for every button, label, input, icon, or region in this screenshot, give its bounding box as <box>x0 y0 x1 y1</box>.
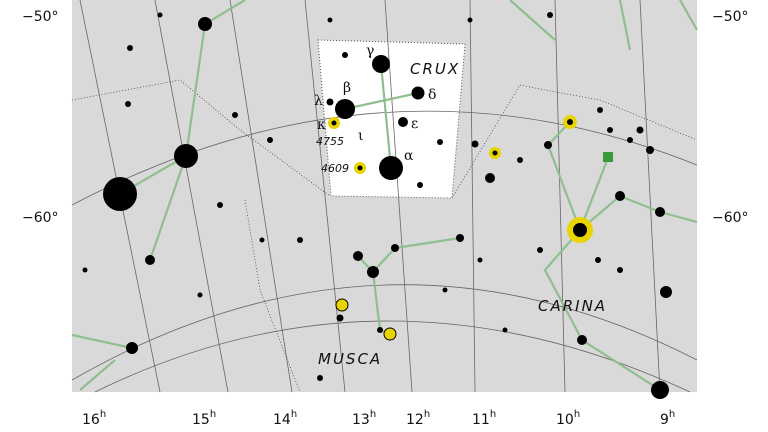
dec-label-left: −50° <box>22 9 59 25</box>
ra-tick-label: 16h <box>82 409 106 428</box>
ra-tick-label: 12h <box>406 409 430 428</box>
dec-label-left: −60° <box>22 210 59 226</box>
label-beta: β <box>343 80 351 96</box>
ra-tick-label: 15h <box>192 409 216 428</box>
ra-tick-label: 9h <box>660 409 675 428</box>
ra-tick-label: 10h <box>556 409 580 428</box>
stars <box>82 12 672 399</box>
dec-label-right: −60° <box>712 210 749 226</box>
dec-axis: −50° −60° −50° −60° <box>22 9 749 226</box>
label-iota: ι <box>358 128 364 144</box>
label-musca: MUSCA <box>318 350 382 368</box>
label-delta: δ <box>428 87 436 103</box>
ra-tick-label: 13h <box>352 409 376 428</box>
label-kappa: κ <box>317 117 326 133</box>
label-crux: CRUX <box>410 60 460 78</box>
label-ngc4755: 4755 <box>316 135 344 148</box>
label-epsilon: ε <box>411 116 418 132</box>
map-labels: CRUX CARINA MUSCA γ β δ λ ε κ ι α 4755 4… <box>314 43 607 368</box>
open-clusters <box>328 115 613 341</box>
dec-label-right: −50° <box>712 9 749 25</box>
crux-region <box>317 39 466 199</box>
boundaries <box>71 79 698 393</box>
label-carina: CARINA <box>538 297 607 315</box>
label-gamma: γ <box>366 43 374 59</box>
ra-axis: 16h 15h 14h 13h 12h 11h 10h 9h <box>82 409 675 428</box>
label-ngc4609: 4609 <box>321 162 349 175</box>
label-lambda: λ <box>314 93 323 109</box>
ra-tick-label: 14h <box>273 409 297 428</box>
ra-tick-label: 11h <box>472 409 496 428</box>
label-alpha: α <box>404 148 414 164</box>
